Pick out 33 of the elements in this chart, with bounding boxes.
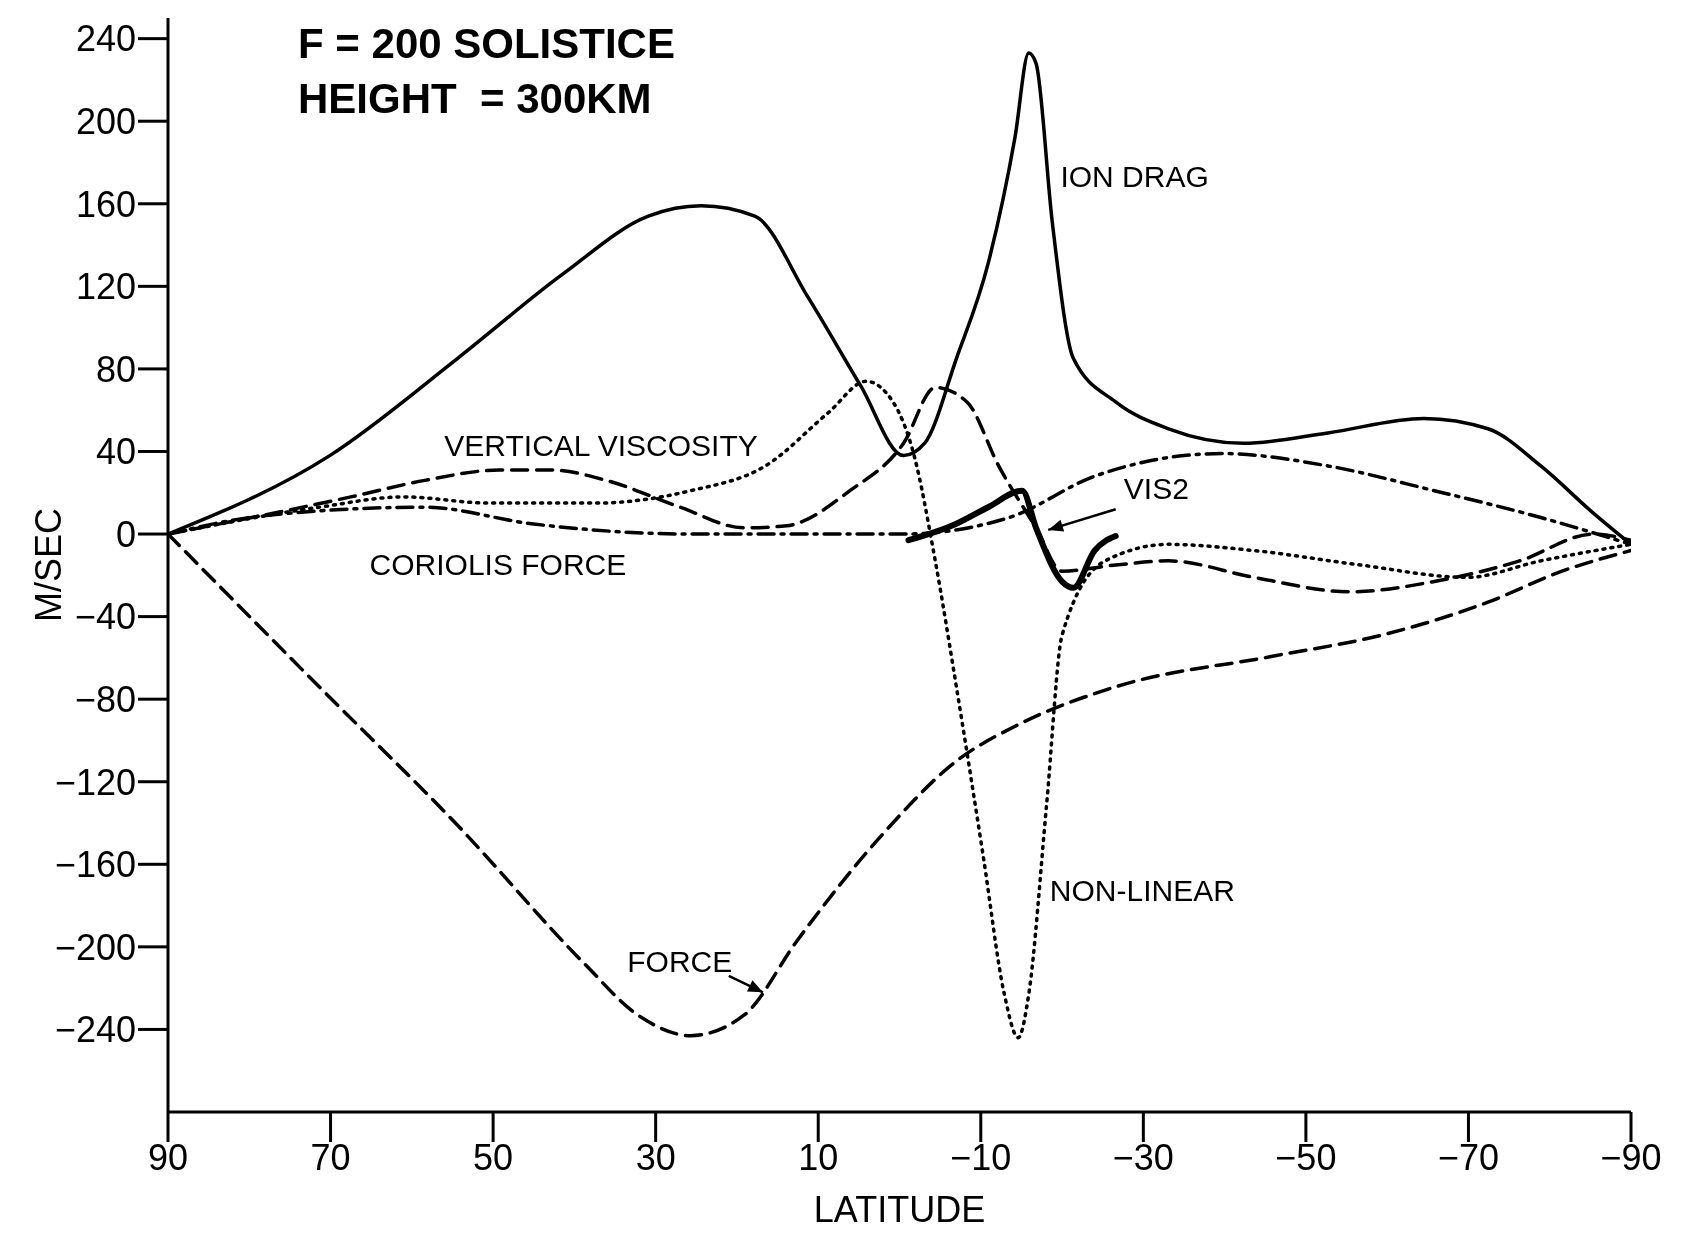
x-tick-label: −10 bbox=[950, 1136, 1012, 1178]
x-tick-label: 10 bbox=[798, 1136, 839, 1178]
y-tick-label: 120 bbox=[75, 266, 136, 308]
text: HEIGHT = 300KM bbox=[298, 75, 652, 122]
y-tick-label: 240 bbox=[75, 18, 136, 60]
x-tick-label: 90 bbox=[147, 1136, 189, 1178]
y-tick-label: −160 bbox=[54, 844, 136, 886]
y-tick-label: −40 bbox=[74, 596, 136, 638]
series-label: ION DRAG bbox=[1060, 160, 1209, 194]
y-tick-label: −240 bbox=[54, 1009, 136, 1051]
x-tick-label: −50 bbox=[1275, 1136, 1337, 1178]
x-tick-label: −90 bbox=[1600, 1136, 1662, 1178]
series-label: VERTICAL VISCOSITY bbox=[444, 428, 758, 462]
series-label: VIS2 bbox=[1123, 471, 1189, 505]
y-tick-label: 200 bbox=[75, 100, 136, 142]
y-tick-label: −80 bbox=[74, 678, 136, 720]
y-tick-label: 160 bbox=[75, 183, 136, 225]
x-tick-label: 50 bbox=[473, 1136, 514, 1178]
x-tick-label: −70 bbox=[1437, 1136, 1499, 1178]
series-label: CORIOLIS FORCE bbox=[369, 548, 627, 582]
x-tick-label: −30 bbox=[1112, 1136, 1174, 1178]
y-tick-label: 0 bbox=[115, 513, 136, 555]
y-tick-label: 80 bbox=[95, 348, 136, 390]
y-tick-label: −200 bbox=[54, 926, 136, 968]
x-axis-title: LATITUDE bbox=[813, 1189, 986, 1230]
series-label: NON-LINEAR bbox=[1049, 874, 1235, 908]
y-tick-label: 40 bbox=[95, 431, 136, 473]
x-tick-label: 30 bbox=[635, 1136, 676, 1178]
chart-title: F = 200 SOLISTICE bbox=[298, 20, 675, 67]
y-axis-title: M/SEC bbox=[27, 507, 69, 623]
x-tick-label: 70 bbox=[310, 1136, 351, 1178]
y-tick-label: −120 bbox=[54, 761, 136, 803]
series-label: FORCE bbox=[627, 944, 733, 978]
